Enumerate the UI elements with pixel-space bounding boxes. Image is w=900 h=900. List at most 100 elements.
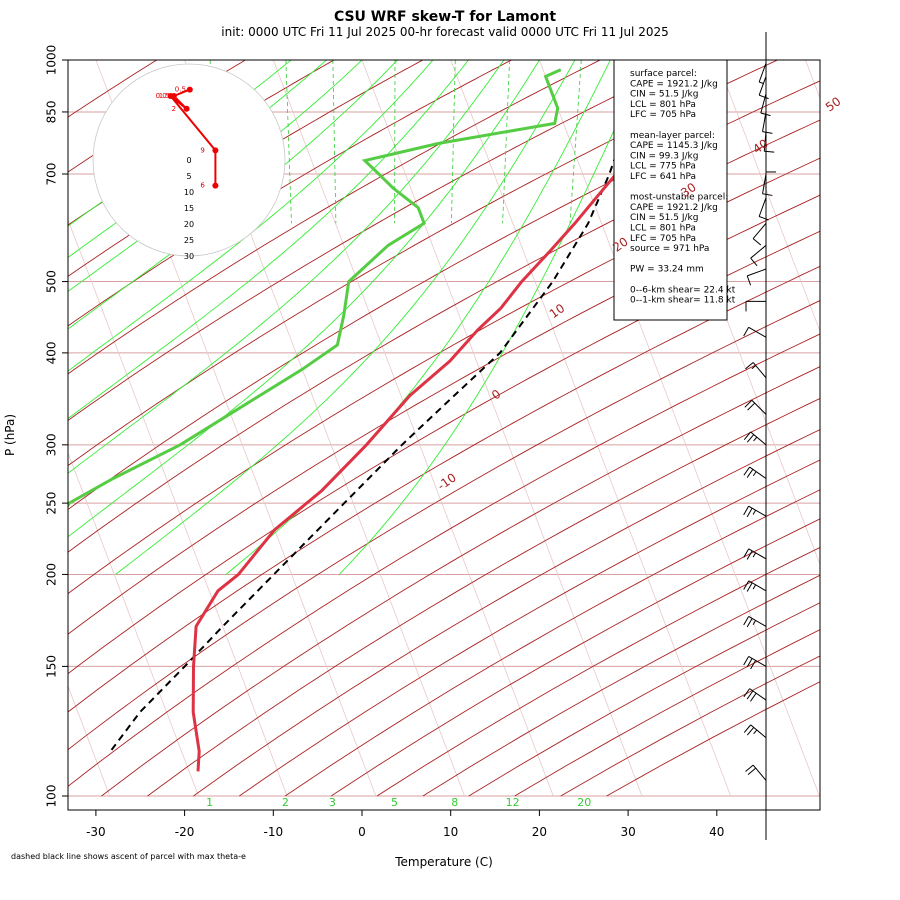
footnote: dashed black line shows ascent of parcel… xyxy=(11,852,246,861)
y-axis-label: P (hPa) xyxy=(3,414,17,456)
moist-adiabat-line xyxy=(68,60,469,420)
pressure-tick-label: 200 xyxy=(45,563,59,586)
info-box-line: most-unstable parcel: xyxy=(630,193,728,203)
temperature-tick-label: -30 xyxy=(86,825,106,839)
mixing-ratio-line xyxy=(450,60,456,224)
wind-barb-feather xyxy=(746,275,752,286)
wind-barb-feather xyxy=(743,616,750,626)
info-box-line: LCL = 801 hPa xyxy=(630,100,696,110)
wind-barb-feather xyxy=(752,471,757,477)
pressure-tick-label: 150 xyxy=(45,655,59,678)
hodograph-ring-label: 10 xyxy=(184,188,194,197)
mixing-ratio-label: 8 xyxy=(451,796,458,809)
chart-subtitle: init: 0000 UTC Fri 11 Jul 2025 00-hr for… xyxy=(221,25,668,39)
isotherm-label: 40 xyxy=(750,136,771,156)
wind-barb-staff xyxy=(758,63,767,83)
temperature-axis: -30 -20 -10 0 10 20 30 40 xyxy=(86,810,724,839)
dry-adiabat-line xyxy=(68,333,820,787)
wind-barb-feather xyxy=(758,216,769,221)
wind-barb-feather xyxy=(743,724,752,733)
hodograph-point xyxy=(183,105,190,112)
wind-barb-feather xyxy=(760,112,771,117)
pressure-tick-label: 300 xyxy=(45,433,59,456)
wind-barb-feather xyxy=(750,257,758,267)
wind-barb-feather xyxy=(746,550,753,560)
wind-barb-feather xyxy=(750,660,757,670)
wind-barb-feather xyxy=(750,692,757,702)
info-box-line: surface parcel: xyxy=(630,69,697,79)
info-box-line: CIN = 99.3 J/kg xyxy=(630,151,698,161)
wind-barb-feather xyxy=(762,193,773,196)
dry-adiabat-line xyxy=(68,230,820,675)
wind-barb-staff xyxy=(751,399,767,415)
info-box-line: CIN = 51.5 J/kg xyxy=(630,90,698,100)
wind-barb-staff xyxy=(748,655,767,667)
mixing-ratio-line xyxy=(332,60,337,224)
hodograph-ring xyxy=(92,63,286,257)
pressure-axis: 100 150 200 250 300 400 500 700 850 1000 xyxy=(45,45,68,808)
mixing-ratio-line xyxy=(569,60,582,224)
wind-barb-staff xyxy=(752,764,767,781)
hodograph-point-label: 9 xyxy=(200,146,204,154)
isotherm-label: 10 xyxy=(547,301,568,321)
pressure-tick-label: 250 xyxy=(45,492,59,515)
pressure-tick-label: 1000 xyxy=(45,45,59,76)
dry-adiabat-line xyxy=(68,194,820,635)
moist-adiabat-line xyxy=(115,60,576,575)
wind-barb-feather xyxy=(752,584,757,590)
info-box-line: CAPE = 1921.2 J/kg xyxy=(630,79,718,89)
info-box-line: LCL = 801 hPa xyxy=(630,224,696,234)
wind-barb-feather xyxy=(745,362,754,370)
dry-adiabat-line xyxy=(284,489,820,797)
wind-barb-staff xyxy=(763,131,767,152)
isotherm-line xyxy=(539,60,820,797)
temperature-tick-label: -10 xyxy=(263,825,283,839)
wind-barb-feather xyxy=(752,509,757,515)
mixing-ratio-line xyxy=(502,60,511,224)
info-box-line: mean-layer parcel: xyxy=(630,131,715,141)
wind-barb-staff xyxy=(748,548,767,560)
info-box-line: LFC = 705 hPa xyxy=(630,110,696,120)
wind-barb-feather xyxy=(753,436,758,442)
wind-barb-feather xyxy=(762,131,773,134)
wind-barb-staff xyxy=(758,76,767,96)
mixing-ratio-label: 1 xyxy=(206,796,213,809)
hodograph-point xyxy=(212,182,219,189)
wind-barb-staff xyxy=(750,431,767,446)
wind-barb-feather xyxy=(752,620,757,625)
x-axis-label: Temperature (C) xyxy=(394,855,493,869)
pressure-tick-label: 500 xyxy=(45,270,59,293)
dewpoint-profile-line xyxy=(68,68,562,509)
wind-barb-feather xyxy=(751,365,757,370)
hodograph-point-label: 1.5 xyxy=(159,92,170,100)
wind-barb-feather xyxy=(753,729,758,735)
dry-adiabat-line xyxy=(68,80,820,511)
info-box-line: 0--1-km shear= 11.8 kt xyxy=(630,296,736,306)
wind-barb-feather xyxy=(743,688,751,698)
info-box-line: CAPE = 1145.3 J/kg xyxy=(630,141,718,151)
dry-adiabat-line xyxy=(101,366,820,797)
wind-barb-feather xyxy=(743,656,750,666)
mixing-ratio-label: 3 xyxy=(329,796,336,809)
hodograph-ring-label: 20 xyxy=(184,220,194,229)
temperature-tick-label: -20 xyxy=(175,825,195,839)
wind-barb-feather xyxy=(746,507,753,518)
plot-frame xyxy=(67,59,821,811)
isotherm-label: 50 xyxy=(823,94,844,114)
pressure-tick-label: 100 xyxy=(45,785,59,808)
dry-adiabat-line xyxy=(560,655,820,797)
info-box-line: LFC = 641 hPa xyxy=(630,172,696,182)
hodograph-point xyxy=(212,147,219,154)
dry-adiabat-line xyxy=(68,60,336,226)
pressure-tick-label: 700 xyxy=(45,163,59,186)
dry-adiabat-line xyxy=(68,60,602,375)
dry-adiabat-line xyxy=(0,44,2,796)
mixing-ratio-line xyxy=(285,60,292,224)
wind-barb-staff xyxy=(752,222,767,239)
wind-barb-feather xyxy=(743,431,752,440)
hodograph-point xyxy=(167,93,174,99)
wind-barb-feather xyxy=(745,764,754,772)
wind-barbs xyxy=(743,32,776,840)
info-box-line: PW = 33.24 mm xyxy=(630,265,704,275)
isotherm-line xyxy=(716,60,820,333)
